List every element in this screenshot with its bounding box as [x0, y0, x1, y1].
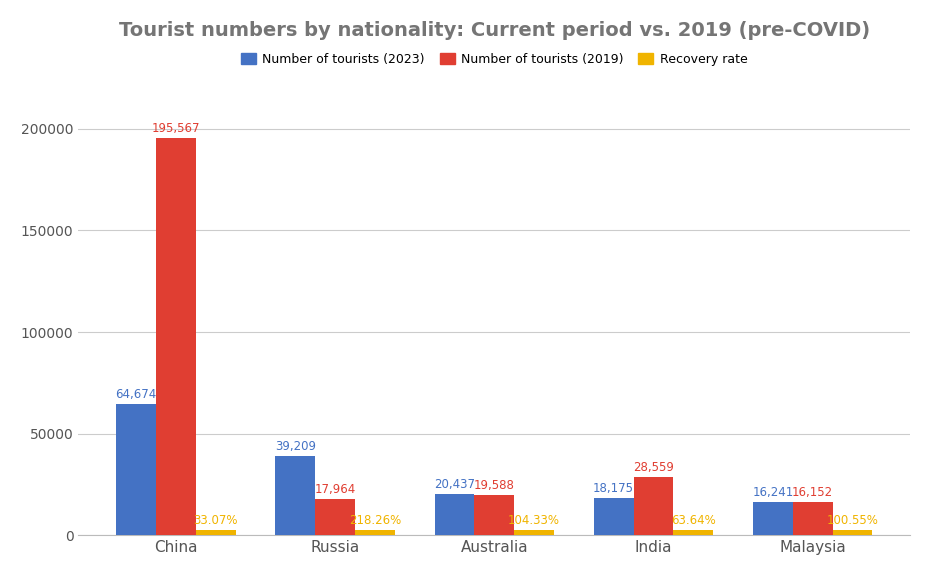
- Bar: [514, 530, 554, 535]
- Text: 64,674: 64,674: [115, 388, 156, 401]
- Bar: [155, 138, 196, 535]
- Text: 195,567: 195,567: [152, 122, 200, 135]
- Text: 19,588: 19,588: [474, 479, 515, 492]
- Bar: [673, 530, 713, 535]
- Text: 17,964: 17,964: [315, 483, 356, 496]
- Text: 28,559: 28,559: [633, 461, 674, 474]
- Bar: [634, 478, 673, 535]
- Bar: [832, 530, 872, 535]
- Text: 39,209: 39,209: [275, 439, 316, 453]
- Text: 16,241: 16,241: [752, 486, 793, 499]
- Legend: Number of tourists (2023), Number of tourists (2019), Recovery rate: Number of tourists (2023), Number of tou…: [236, 48, 752, 71]
- Text: 33.07%: 33.07%: [194, 514, 238, 527]
- Text: 20,437: 20,437: [434, 478, 475, 491]
- Bar: [315, 499, 355, 535]
- Bar: [793, 502, 832, 535]
- Bar: [355, 530, 395, 535]
- Bar: [196, 530, 236, 535]
- Bar: [474, 495, 514, 535]
- Bar: [276, 456, 315, 535]
- Text: 218.26%: 218.26%: [349, 514, 401, 527]
- Text: 104.33%: 104.33%: [508, 514, 560, 527]
- Bar: [594, 498, 634, 535]
- Bar: [116, 404, 155, 535]
- Text: 16,152: 16,152: [792, 486, 833, 499]
- Text: 63.64%: 63.64%: [671, 514, 716, 527]
- Bar: [435, 494, 474, 535]
- Text: 100.55%: 100.55%: [827, 514, 878, 527]
- Text: 18,175: 18,175: [593, 482, 634, 495]
- Bar: [753, 502, 793, 535]
- Title: Tourist numbers by nationality: Current period vs. 2019 (pre-COVID): Tourist numbers by nationality: Current …: [118, 21, 870, 40]
